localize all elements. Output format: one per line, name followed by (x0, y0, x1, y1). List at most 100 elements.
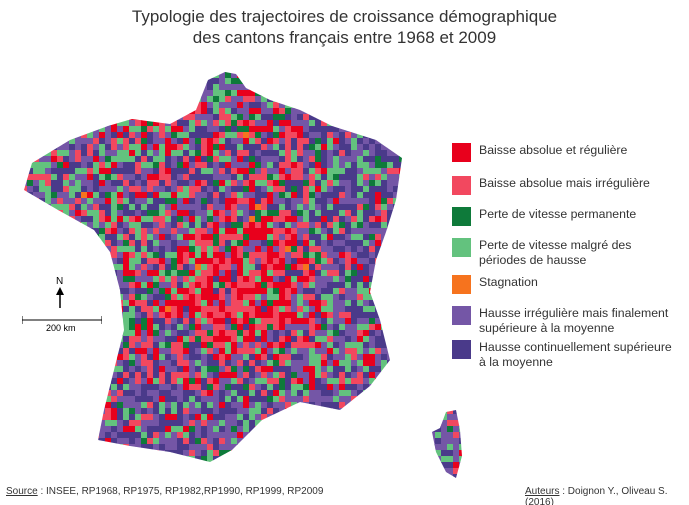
canton-cell (387, 432, 394, 439)
canton-cell (393, 390, 400, 397)
canton-cell (363, 330, 370, 337)
canton-cell (39, 72, 46, 79)
canton-cell (297, 384, 304, 391)
canton-cell (75, 102, 82, 109)
canton-cell (15, 78, 21, 84)
canton-cell (243, 84, 250, 91)
canton-cell (363, 306, 370, 313)
canton-cell (213, 312, 220, 319)
canton-cell (141, 360, 148, 367)
canton-cell (351, 414, 358, 421)
canton-cell (267, 396, 274, 403)
canton-cell (327, 366, 334, 373)
canton-cell (255, 222, 262, 229)
canton-cell (243, 240, 250, 247)
canton-cell (231, 384, 238, 391)
canton-cell (87, 228, 94, 235)
canton-cell (243, 348, 250, 355)
canton-cell (63, 132, 70, 139)
canton-cell (141, 168, 148, 175)
canton-cell (51, 126, 58, 133)
canton-cell (339, 378, 346, 385)
canton-cell (351, 72, 358, 73)
canton-cell (273, 342, 280, 349)
canton-cell (201, 234, 208, 241)
canton-cell (159, 372, 166, 379)
canton-cell (93, 72, 100, 73)
canton-cell (435, 144, 442, 151)
canton-cell (381, 336, 388, 343)
canton-cell (93, 252, 100, 259)
canton-cell (93, 264, 100, 271)
canton-cell (129, 318, 136, 325)
canton-cell (24, 420, 28, 427)
canton-cell (411, 192, 418, 199)
canton-cell (129, 276, 136, 283)
canton-cell (369, 414, 376, 421)
canton-cell (177, 354, 184, 361)
canton-cell (219, 318, 226, 325)
canton-cell (285, 288, 292, 295)
canton-cell (285, 234, 292, 241)
canton-cell (69, 102, 76, 109)
canton-cell (303, 102, 310, 109)
canton-cell (411, 114, 418, 121)
canton-cell (63, 162, 70, 169)
canton-cell (87, 396, 94, 403)
canton-cell (201, 426, 208, 433)
canton-cell (309, 288, 316, 295)
canton-cell (75, 264, 82, 271)
canton-cell (117, 402, 124, 409)
canton-cell (405, 372, 412, 379)
canton-cell (81, 426, 88, 433)
canton-cell (405, 162, 412, 169)
canton-cell (207, 300, 214, 307)
canton-cell (129, 60, 135, 66)
canton-cell (255, 336, 262, 343)
canton-cell (309, 444, 316, 451)
canton-cell (255, 234, 262, 241)
canton-cell (393, 168, 400, 175)
canton-cell (231, 138, 238, 145)
canton-cell (363, 282, 370, 289)
canton-cell (423, 162, 430, 169)
canton-cell (321, 144, 328, 151)
canton-cell (63, 192, 70, 199)
canton-cell (171, 210, 178, 217)
canton-cell (27, 438, 34, 445)
canton-cell (255, 420, 262, 427)
canton-cell (345, 312, 352, 319)
canton-cell (129, 390, 136, 397)
canton-cell (393, 312, 400, 319)
canton-cell (405, 396, 412, 403)
canton-cell (303, 294, 310, 301)
canton-cell (249, 126, 256, 133)
canton-cell (33, 258, 40, 265)
canton-cell (93, 450, 100, 457)
canton-cell (39, 78, 46, 85)
canton-cell (207, 258, 214, 265)
canton-cell (339, 324, 346, 331)
canton-cell (135, 330, 142, 337)
canton-cell (357, 432, 364, 439)
canton-cell (231, 84, 238, 91)
canton-cell (75, 108, 82, 115)
canton-cell (123, 294, 130, 301)
canton-cell (213, 276, 220, 283)
canton-cell (417, 234, 424, 241)
canton-cell (15, 432, 21, 438)
canton-cell (297, 438, 304, 445)
canton-cell (183, 234, 190, 241)
canton-cell (231, 144, 238, 151)
canton-cell (411, 414, 418, 421)
canton-cell (135, 276, 142, 283)
canton-cell (141, 186, 148, 193)
canton-cell (75, 228, 82, 235)
canton-cell (225, 192, 232, 199)
canton-cell (405, 150, 412, 157)
canton-cell (363, 288, 370, 295)
canton-cell (363, 444, 370, 451)
canton-cell (423, 420, 430, 427)
canton-cell (27, 450, 34, 457)
canton-cell (327, 180, 334, 187)
